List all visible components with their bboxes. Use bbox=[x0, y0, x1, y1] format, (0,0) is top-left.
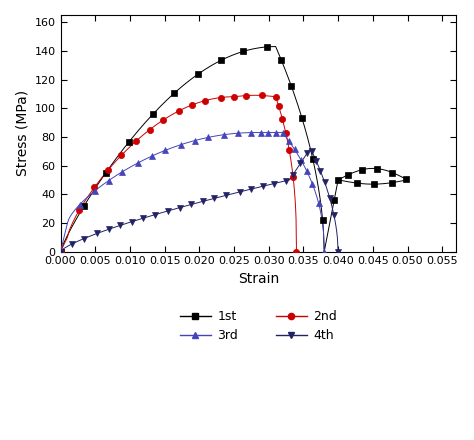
Y-axis label: Stress (MPa): Stress (MPa) bbox=[15, 90, 29, 176]
X-axis label: Strain: Strain bbox=[237, 272, 279, 286]
Legend: 1st, 3rd, 2nd, 4th: 1st, 3rd, 2nd, 4th bbox=[175, 305, 342, 347]
